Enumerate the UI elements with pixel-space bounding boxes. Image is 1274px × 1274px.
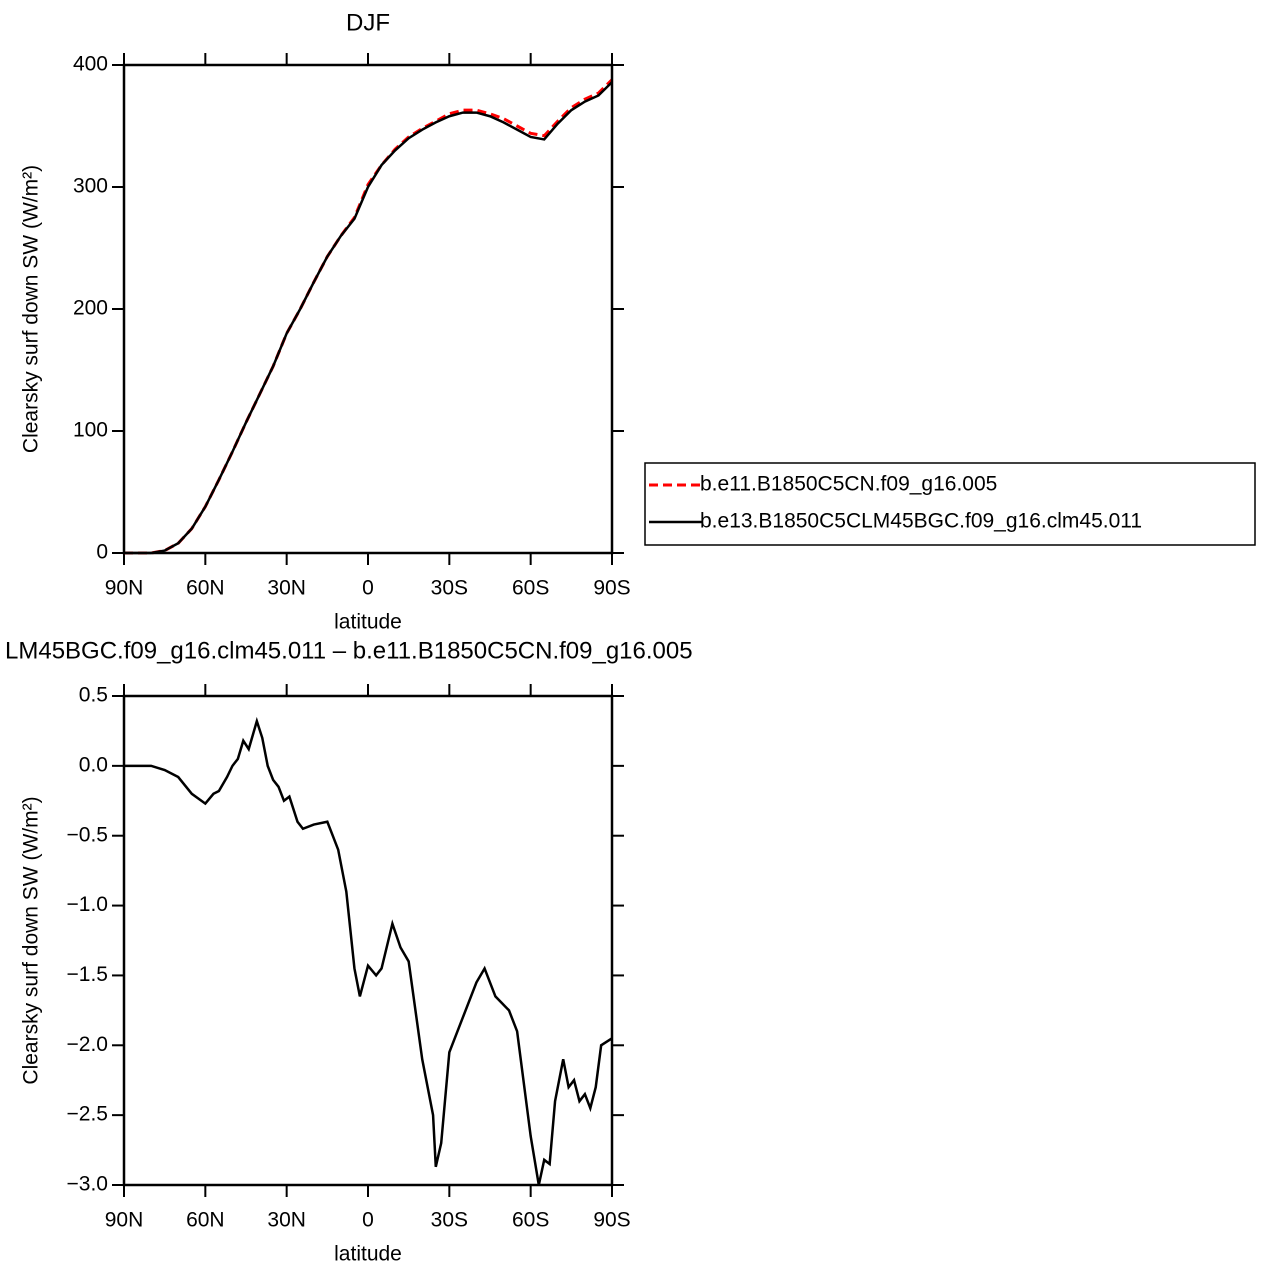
y-axis-label: Clearsky surf down SW (W/m²) <box>20 165 43 453</box>
y-axis-label: Clearsky surf down SW (W/m²) <box>20 796 43 1084</box>
y-tick-label: 100 <box>73 419 108 442</box>
x-tick-label: 60S <box>512 577 549 600</box>
x-tick-label: 60N <box>186 1209 225 1232</box>
y-tick-label: 400 <box>73 53 108 76</box>
y-tick-label: 0.0 <box>79 753 108 776</box>
y-tick-label: −1.5 <box>67 963 108 986</box>
y-tick-label: −1.0 <box>67 893 108 916</box>
x-tick-label: 60N <box>186 577 225 600</box>
x-tick-label: 30S <box>431 1209 468 1232</box>
y-tick-label: −2.0 <box>67 1033 108 1056</box>
y-tick-label: 0.5 <box>79 684 108 707</box>
y-tick-label: −0.5 <box>67 823 108 846</box>
x-tick-label: 60S <box>512 1209 549 1232</box>
y-tick-label: −2.5 <box>67 1103 108 1126</box>
legend-label: b.e11.B1850C5CN.f09_g16.005 <box>700 473 997 496</box>
y-tick-label: 300 <box>73 175 108 198</box>
y-tick-label: 200 <box>73 297 108 320</box>
x-tick-label: 0 <box>362 1209 374 1232</box>
x-axis-label: latitude <box>334 1243 402 1266</box>
x-axis-label: latitude <box>334 611 402 634</box>
legend-label: b.e13.B1850C5CLM45BGC.f09_g16.clm45.011 <box>700 510 1142 533</box>
x-tick-label: 90S <box>593 577 630 600</box>
plot-frame <box>122 694 614 1187</box>
data-line <box>124 78 614 555</box>
plot-frame <box>122 63 614 555</box>
legend-box <box>644 462 1256 546</box>
chart-title: LM45BGC.f09_g16.clm45.011 – b.e11.B1850C… <box>5 637 693 664</box>
x-tick-label: 90N <box>105 577 144 600</box>
data-line <box>124 716 613 1186</box>
x-tick-label: 30N <box>267 577 306 600</box>
x-tick-label: 90S <box>593 1209 630 1232</box>
x-tick-label: 30N <box>267 1209 306 1232</box>
x-tick-label: 30S <box>431 577 468 600</box>
y-tick-label: −3.0 <box>67 1173 108 1196</box>
x-tick-label: 0 <box>362 577 374 600</box>
chart-title: DJF <box>346 9 390 36</box>
y-tick-label: 0 <box>96 541 108 564</box>
x-tick-label: 90N <box>105 1209 144 1232</box>
data-line <box>124 81 613 555</box>
